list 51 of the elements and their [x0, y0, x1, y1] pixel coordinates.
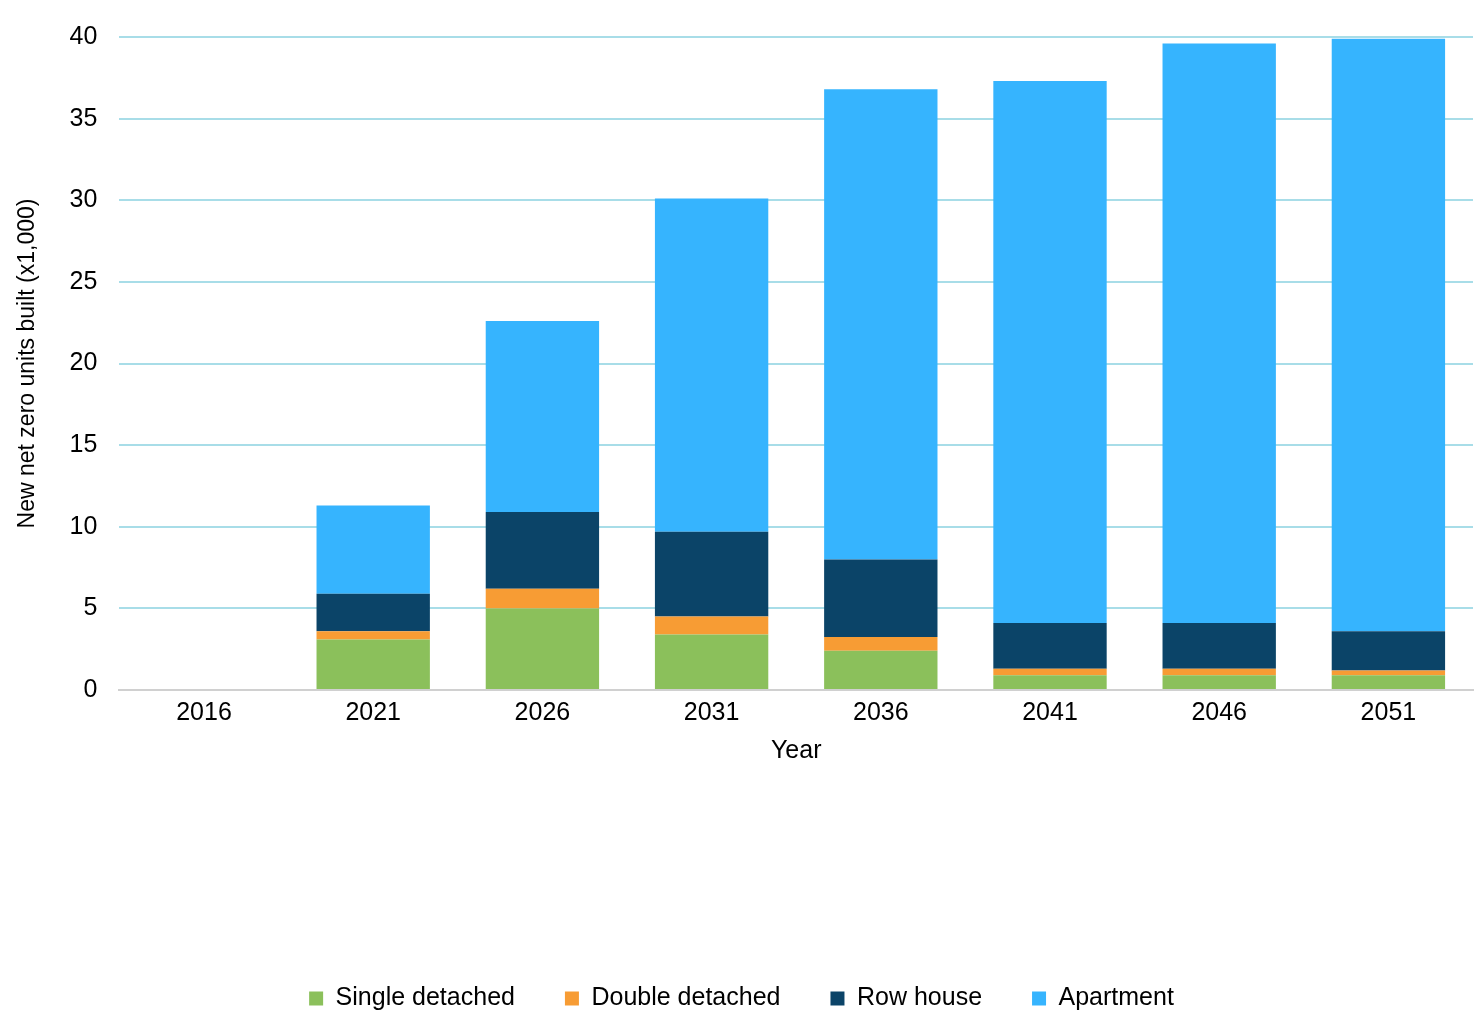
x-tick-label: 2051	[1360, 696, 1417, 725]
y-tick-label: 35	[69, 102, 98, 131]
y-tick-label: 5	[83, 592, 98, 621]
bar	[316, 639, 430, 689]
legend-label: Row house	[856, 982, 983, 1011]
bar	[654, 634, 769, 689]
bar	[654, 616, 769, 635]
x-tick-label: 2031	[683, 696, 740, 725]
y-tick-label: 0	[83, 673, 98, 702]
bar	[316, 505, 430, 594]
y-tick-label: 15	[69, 429, 98, 458]
bar	[1331, 670, 1446, 676]
y-axis-title: New net zero units built (x1,000)	[13, 198, 40, 529]
bar	[1162, 43, 1276, 624]
x-tick-label: 2016	[176, 696, 232, 725]
bar	[485, 608, 600, 689]
y-tick-label: 20	[69, 347, 98, 376]
bar	[1162, 675, 1276, 689]
x-tick-label: 2026	[514, 696, 571, 725]
bar	[654, 198, 769, 532]
y-tick-label: 30	[69, 184, 98, 213]
bar	[485, 588, 600, 609]
x-tick-label: 2021	[345, 696, 402, 725]
bar	[1162, 668, 1276, 676]
bar	[485, 512, 600, 589]
bar	[993, 623, 1107, 669]
bar	[485, 321, 600, 513]
y-tick-label: 10	[69, 510, 98, 539]
bar	[824, 636, 938, 651]
bar	[824, 89, 938, 560]
bar	[1162, 623, 1276, 669]
x-axis-title: Year	[770, 734, 822, 763]
bar	[824, 650, 938, 689]
bar	[824, 559, 938, 637]
x-tick-label: 2041	[1022, 696, 1078, 725]
bar	[1331, 631, 1446, 671]
x-tick-label: 2046	[1191, 696, 1248, 725]
legend-label: Double detached	[591, 982, 781, 1011]
bar	[993, 675, 1107, 689]
legend-label: Single detached	[335, 982, 515, 1011]
legend-label: Apartment	[1058, 982, 1174, 1011]
bar	[993, 81, 1107, 624]
x-tick-label: 2036	[852, 696, 909, 725]
y-tick-label: 40	[69, 20, 98, 49]
bar	[654, 531, 769, 617]
bar	[316, 593, 430, 632]
bar	[993, 668, 1107, 676]
bar	[316, 631, 430, 640]
bar	[1331, 38, 1446, 632]
y-tick-label: 25	[69, 265, 98, 294]
bar	[1331, 675, 1446, 689]
